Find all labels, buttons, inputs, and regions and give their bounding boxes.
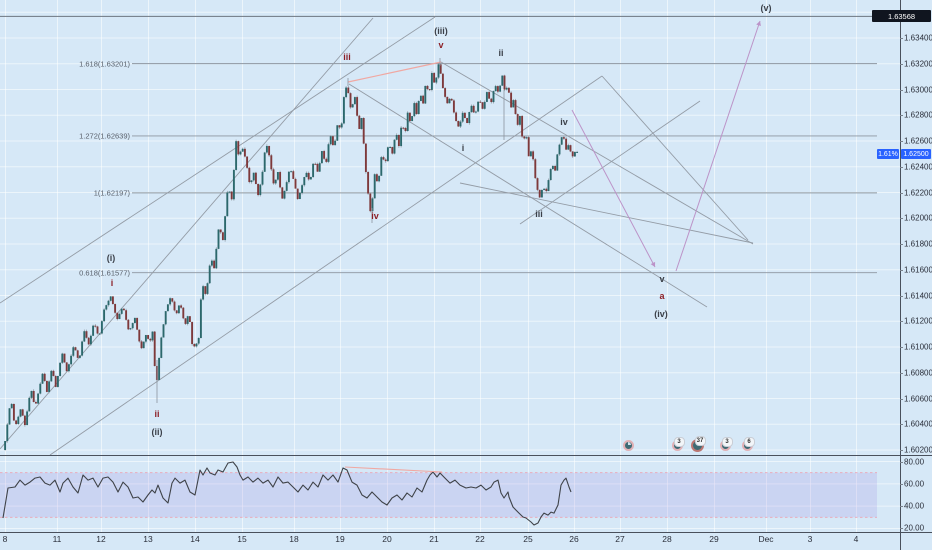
- time-axis-label: 18: [289, 534, 299, 544]
- idea-count-badge: 6: [743, 436, 755, 447]
- elliott-wave-label[interactable]: i: [110, 278, 114, 288]
- idea-marker-slice: [628, 441, 632, 445]
- idea-count-badge: 3: [673, 436, 685, 447]
- time-axis-label: 27: [615, 534, 625, 544]
- elliott-wave-label[interactable]: iii: [343, 52, 351, 62]
- idea-marker-icon[interactable]: 6: [741, 436, 755, 451]
- price-axis-tick: [900, 218, 903, 220]
- price-axis-label: 1.61200: [904, 316, 932, 326]
- time-axis-label: 12: [96, 534, 106, 544]
- rsi-axis-tick: [900, 483, 903, 485]
- time-axis-label: 8: [2, 534, 8, 544]
- elliott-wave-label[interactable]: iv: [560, 117, 568, 127]
- elliott-wave-label[interactable]: iv: [371, 211, 379, 221]
- price-axis-label: 1.61800: [904, 239, 932, 249]
- time-axis-label: 25: [523, 534, 533, 544]
- price-axis-label: 1.63200: [904, 59, 932, 69]
- time-axis-label: 15: [237, 534, 247, 544]
- time-axis-label: 13: [143, 534, 153, 544]
- rsi-axis-label: 20.00: [904, 523, 925, 533]
- price-axis-label: 1.63000: [904, 85, 932, 94]
- time-axis-label: 20: [382, 534, 392, 544]
- price-axis-tick: [900, 166, 903, 168]
- time-axis-label: 28: [662, 534, 672, 544]
- price-axis-tick: [900, 398, 903, 400]
- price-axis-label: 1.62200: [904, 188, 932, 197]
- price-axis-tick: [900, 38, 903, 39]
- time-axis-label: 4: [853, 534, 859, 544]
- price-axis-label: 1.60400: [904, 419, 932, 429]
- price-axis-tick: [900, 347, 903, 348]
- price-axis-tick: [900, 269, 903, 271]
- idea-marker-icon[interactable]: 3: [671, 436, 685, 451]
- price-axis-label: 1.62600: [904, 136, 932, 146]
- rsi-axis-tick: [900, 461, 903, 463]
- price-axis-tick: [900, 192, 903, 194]
- price-axis-tick: [900, 63, 903, 65]
- elliott-wave-label[interactable]: (v): [760, 3, 772, 13]
- fib-level-label[interactable]: 1(1.62197): [93, 188, 130, 198]
- time-axis-label: 26: [569, 534, 579, 544]
- rsi-axis-label: 60.00: [904, 479, 925, 489]
- change-percent-badge: 1.61%: [877, 149, 899, 159]
- rsi-axis-tick: [900, 506, 903, 508]
- price-axis-tick: [900, 450, 903, 451]
- time-axis-label: 14: [190, 534, 200, 544]
- elliott-wave-label[interactable]: (ii): [151, 427, 163, 437]
- price-axis-tick: [900, 372, 903, 374]
- price-axis-label: 1.61400: [904, 291, 932, 300]
- price-axis-label: 1.63400: [904, 33, 932, 43]
- price-axis-divider: [900, 0, 901, 550]
- idea-count-badge: 37: [694, 435, 706, 446]
- elliott-wave-label[interactable]: iii: [535, 209, 543, 219]
- time-axis-label: 3: [807, 534, 813, 544]
- idea-marker-icon[interactable]: [622, 439, 634, 451]
- price-axis-tick: [900, 89, 903, 91]
- elliott-wave-label[interactable]: i: [461, 143, 465, 153]
- time-axis-label: Dec: [758, 534, 774, 544]
- price-axis-label: 1.61600: [904, 265, 932, 275]
- price-axis-tick: [900, 424, 903, 426]
- time-axis-label: 11: [52, 534, 62, 544]
- price-axis-label: 1.60800: [904, 368, 932, 378]
- idea-marker-icon[interactable]: 37: [690, 435, 706, 452]
- price-level-badge: 1.63568: [872, 10, 931, 22]
- price-axis-tick: [900, 115, 903, 117]
- price-axis-label: 1.61000: [904, 342, 932, 352]
- fib-level-label[interactable]: 1.618(1.63201): [79, 59, 130, 69]
- price-axis-label: 1.60600: [904, 394, 932, 403]
- elliott-wave-label[interactable]: (iv): [654, 309, 668, 319]
- time-axis-label: 29: [709, 534, 719, 544]
- price-axis-label: 1.62400: [904, 162, 932, 172]
- time-axis-label: 22: [475, 534, 485, 544]
- rsi-axis-label: 80.00: [904, 457, 925, 467]
- idea-count-badge: 3: [721, 436, 733, 447]
- time-axis-label: 21: [429, 534, 439, 544]
- last-price-badge: 1.62500: [901, 149, 931, 159]
- price-axis-label: 1.60200: [904, 445, 932, 455]
- rsi-axis-tick: [900, 528, 903, 530]
- price-axis-label: 1.62800: [904, 110, 932, 120]
- time-axis-divider: [0, 532, 932, 533]
- elliott-wave-label[interactable]: ii: [154, 409, 160, 419]
- price-axis-label: 1.62000: [904, 213, 932, 223]
- idea-marker-icon[interactable]: 3: [719, 436, 733, 451]
- price-axis-tick: [900, 244, 903, 245]
- elliott-wave-label[interactable]: a: [659, 291, 665, 301]
- elliott-wave-label[interactable]: v: [659, 274, 665, 284]
- elliott-wave-label[interactable]: v: [438, 40, 444, 50]
- elliott-wave-label[interactable]: (i): [106, 253, 116, 263]
- price-axis-tick: [900, 141, 903, 142]
- price-axis-tick: [900, 321, 903, 323]
- rsi-axis-label: 40.00: [904, 501, 925, 511]
- price-axis-tick: [900, 295, 903, 297]
- elliott-wave-label[interactable]: ii: [498, 48, 504, 58]
- time-axis-label: 19: [335, 534, 345, 544]
- elliott-wave-label[interactable]: (iii): [434, 26, 448, 36]
- pane-divider[interactable]: [0, 455, 932, 456]
- fib-level-label[interactable]: 0.618(1.61577): [79, 268, 130, 278]
- fib-level-label[interactable]: 1.272(1.62639): [79, 131, 130, 141]
